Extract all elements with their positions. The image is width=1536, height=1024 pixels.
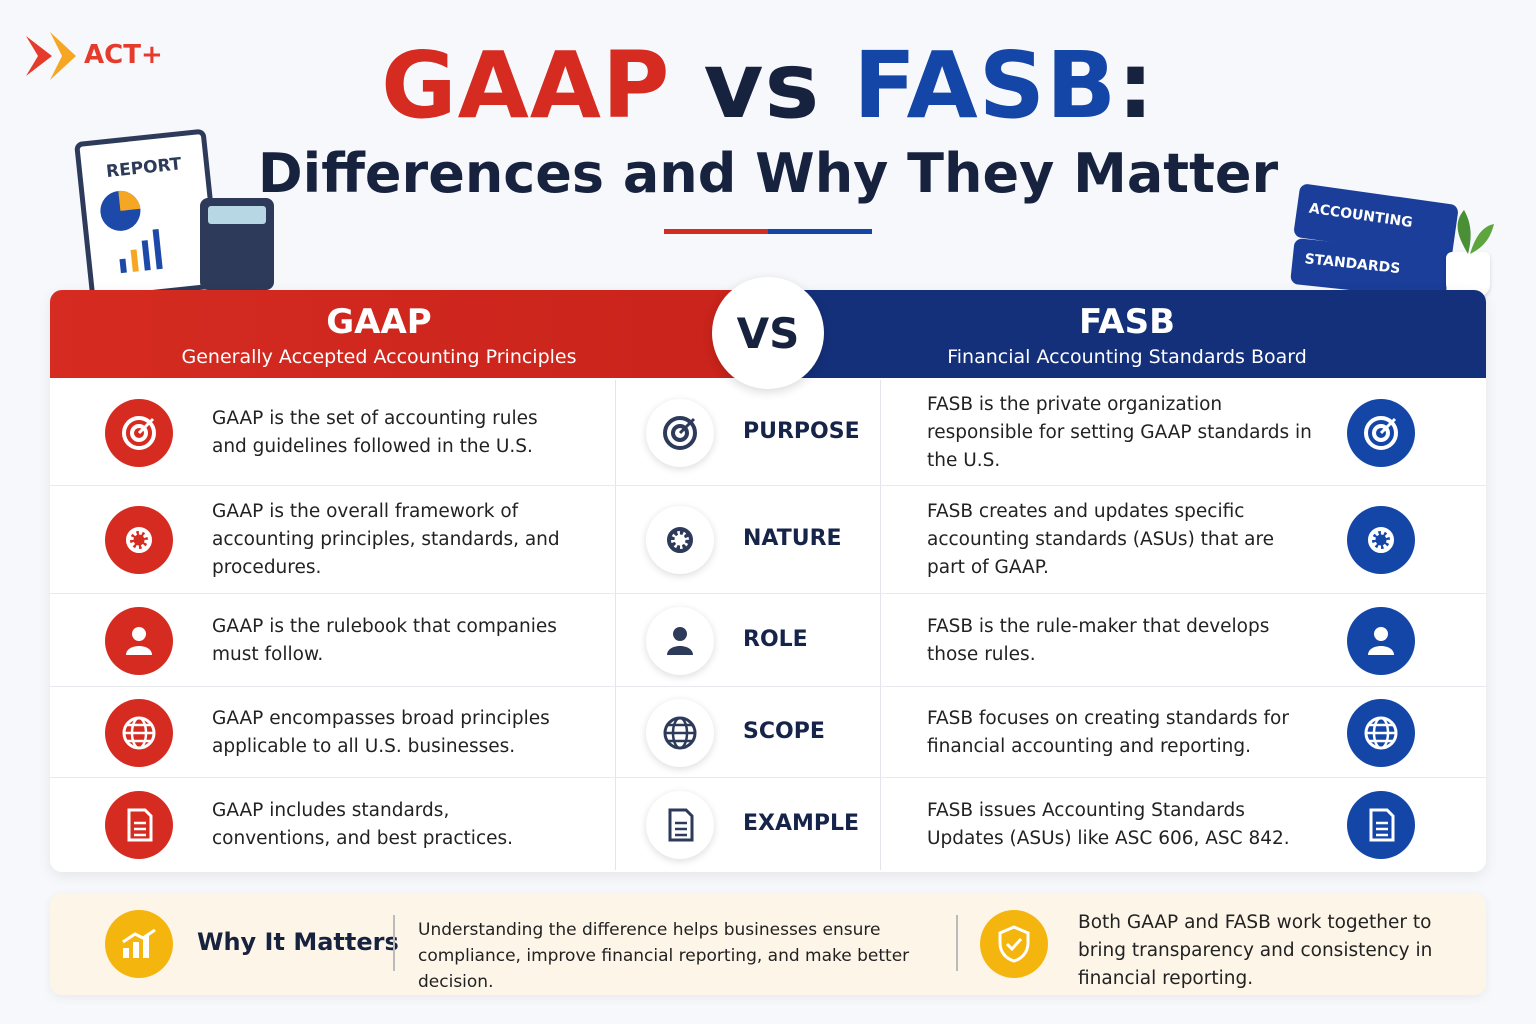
gaap-text: GAAP is the overall framework of account…	[212, 501, 560, 578]
table-row: GAAP encompasses broad principles applic…	[50, 686, 1486, 777]
aspect-label: PURPOSE	[743, 418, 860, 444]
column-divider	[615, 687, 616, 777]
aspect-icon	[646, 398, 714, 467]
title-colon: :	[1117, 32, 1155, 139]
divider	[956, 915, 958, 971]
shield-icon	[980, 910, 1048, 978]
divider	[393, 915, 395, 971]
main-title: GAAP vs FASB:	[0, 40, 1536, 132]
aspect-icon	[646, 698, 714, 767]
aspect-label: ROLE	[743, 626, 808, 652]
gaap-text: GAAP includes standards, conventions, an…	[212, 799, 514, 849]
aspect-icon	[646, 790, 714, 859]
vs-badge: VS	[712, 277, 824, 389]
aspect-icon	[646, 606, 714, 675]
title-gaap: GAAP	[381, 32, 671, 139]
fasb-icon	[1347, 698, 1415, 767]
aspect-label: EXAMPLE	[743, 810, 860, 836]
column-divider	[615, 486, 616, 593]
gaap-icon	[105, 790, 173, 859]
fasb-icon	[1347, 790, 1415, 859]
footer-note: Both GAAP and FASB work together to brin…	[1078, 912, 1433, 989]
gaap-text: GAAP encompasses broad principles applic…	[212, 707, 550, 757]
gaap-icon	[105, 606, 173, 675]
column-divider	[615, 380, 616, 485]
calculator	[200, 198, 274, 290]
fasb-text: FASB issues Accounting Standards Updates…	[927, 799, 1290, 849]
report-chart	[100, 190, 163, 274]
gaap-text: GAAP is the set of accounting rules and …	[212, 407, 538, 457]
brand-name: ACT+	[84, 40, 163, 70]
fasb-icon	[1347, 506, 1415, 574]
gaap-text: GAAP is the rulebook that companies must…	[212, 615, 557, 665]
fasb-header-title: FASB	[1078, 302, 1176, 342]
column-divider	[615, 594, 616, 686]
gaap-header: GAAP Generally Accepted Accounting Princ…	[50, 290, 768, 378]
fasb-icon	[1347, 398, 1415, 467]
fasb-text: FASB focuses on creating standards for f…	[927, 707, 1289, 757]
underline-red	[664, 229, 768, 234]
gaap-icon	[105, 698, 173, 767]
title-fasb: FASB	[853, 32, 1118, 139]
title-vs: vs	[703, 32, 821, 139]
column-divider	[880, 380, 881, 485]
gaap-header-title: GAAP	[326, 302, 432, 342]
subtitle: Differences and Why They Matter	[257, 142, 1279, 205]
column-divider	[880, 687, 881, 777]
gaap-icon	[105, 398, 173, 467]
fasb-text: FASB is the rule-maker that develops tho…	[927, 615, 1270, 665]
footer-text: Understanding the difference helps busin…	[418, 920, 910, 992]
aspect-label: NATURE	[743, 526, 842, 551]
table-row: GAAP is the overall framework of account…	[50, 485, 1486, 593]
aspect-icon	[646, 506, 714, 574]
column-divider	[880, 594, 881, 686]
table-row: GAAP is the rulebook that companies must…	[50, 593, 1486, 686]
aspect-label: SCOPE	[743, 718, 825, 744]
table-row: GAAP includes standards, conventions, an…	[50, 777, 1486, 870]
brand-logo	[26, 32, 76, 80]
gaap-header-subtitle: Generally Accepted Accounting Principles	[181, 346, 577, 368]
plant-leaves	[1457, 210, 1494, 254]
fasb-header: FASB Financial Accounting Standards Boar…	[768, 290, 1486, 378]
column-divider	[880, 778, 881, 870]
table-row: GAAP is the set of accounting rules and …	[50, 380, 1486, 485]
fasb-text: FASB creates and updates specific accoun…	[927, 501, 1275, 578]
report-clipboard: REPORT	[73, 128, 223, 302]
column-divider	[615, 778, 616, 870]
underline-blue	[768, 229, 872, 234]
fasb-header-subtitle: Financial Accounting Standards Board	[947, 346, 1307, 368]
column-divider	[880, 486, 881, 593]
chart-icon	[105, 910, 173, 978]
fasb-text: FASB is the private organization respons…	[927, 393, 1312, 471]
footer-title: Why It Matters	[197, 928, 399, 956]
why-it-matters: Why It Matters Understanding the differe…	[50, 893, 1486, 995]
fasb-icon	[1347, 606, 1415, 675]
gaap-icon	[105, 506, 173, 574]
